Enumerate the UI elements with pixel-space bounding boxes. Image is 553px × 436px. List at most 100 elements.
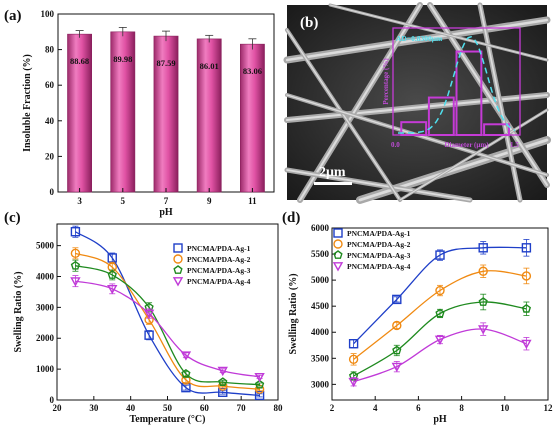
- data-point: [392, 345, 402, 355]
- panel-d-tag: (d): [282, 210, 300, 226]
- inset-x-tick: 1.5: [510, 141, 519, 149]
- panel-b-tag: (b): [300, 15, 318, 31]
- data-point: [392, 320, 402, 331]
- data-point: [173, 254, 183, 264]
- inset-histogram-bar: [483, 123, 510, 137]
- x-tick-label: 2: [330, 403, 335, 413]
- data-point: [180, 351, 192, 361]
- inset-x-title: Diameter (μm): [444, 141, 489, 149]
- data-point: [173, 243, 183, 253]
- y-tick-label: 3500: [311, 353, 330, 363]
- x-tick-label: 30: [89, 403, 99, 413]
- y-tick-label: 40: [45, 116, 55, 126]
- y-tick-label: 2000: [36, 333, 55, 343]
- data-point: [392, 294, 402, 305]
- panel-b-sem-image: AD=0.8300μm Diameter (μm) 0.0 1.5 Percentage…: [283, 2, 551, 204]
- x-tick-label: 9: [207, 196, 212, 206]
- data-point: [348, 377, 359, 388]
- y-tick-label: 3000: [311, 379, 330, 389]
- y-tick-label: 3000: [36, 302, 55, 312]
- y-tick-label: 20: [45, 151, 55, 161]
- data-point: [348, 339, 359, 349]
- data-point: [181, 368, 191, 378]
- bar-value-label: 87.59: [156, 58, 175, 68]
- x-axis-title: pH: [159, 207, 173, 218]
- data-point: [143, 309, 155, 319]
- panel-a-tag: (a): [4, 8, 22, 24]
- scale-bar-label: 2μm: [319, 165, 346, 180]
- scale-bar: [314, 182, 352, 185]
- y-tick-label: 4000: [311, 327, 330, 337]
- fiber-highlight: [479, 4, 521, 201]
- bar-value-label: 83.06: [243, 66, 262, 76]
- x-tick-label: 11: [248, 196, 257, 206]
- y-tick-label: 0: [50, 395, 55, 405]
- y-tick-label: 5500: [311, 249, 330, 259]
- legend-entry: PNCMA/PDA-Ag-4: [187, 277, 251, 286]
- x-tick-label: 8: [459, 403, 464, 413]
- data-point: [521, 303, 532, 313]
- legend-entry: PNCMA/PDA-Ag-4: [347, 262, 411, 271]
- fiber-highlight: [285, 18, 549, 62]
- x-tick-label: 3: [77, 196, 82, 206]
- inset-y-title: Percentage (%): [382, 58, 390, 105]
- legend-entry: PNCMA/PDA-Ag-2: [187, 255, 251, 264]
- legend-entry: PNCMA/PDA-Ag-1: [187, 244, 251, 253]
- data-point: [107, 270, 117, 279]
- data-point: [333, 250, 343, 259]
- x-tick-label: 7: [164, 196, 169, 206]
- fiber-highlight: [399, 109, 548, 201]
- y-tick-label: 1000: [36, 364, 55, 374]
- data-point: [218, 377, 228, 386]
- data-point: [333, 239, 343, 249]
- data-point: [478, 297, 488, 306]
- panel-a-insoluble-fraction: (a) 0 20 40 60 80 100 88.68 3 89.98 5 87.59 7 86.01 9…: [4, 8, 275, 218]
- legend-entry: PNCMA/PDA-Ag-3: [187, 266, 251, 275]
- data-point: [217, 366, 228, 377]
- data-point: [521, 271, 532, 281]
- inset-histogram-bar: [455, 50, 483, 136]
- x-tick-label: 40: [126, 403, 136, 413]
- y-tick-label: 4000: [36, 271, 55, 281]
- bar-value-label: 88.68: [70, 56, 89, 66]
- data-point: [70, 227, 81, 237]
- inset-fit-curve: [398, 35, 516, 134]
- data-point: [478, 243, 488, 253]
- legend-entry: PNCMA/PDA-Ag-1: [347, 229, 411, 238]
- x-tick-label: 70: [237, 403, 247, 413]
- x-tick-label: 5: [121, 196, 126, 206]
- series-line: [75, 252, 260, 390]
- x-axis-title: Temperature (°C): [130, 414, 206, 425]
- series-line: [75, 265, 260, 386]
- bar: [110, 31, 136, 193]
- legend-entry: PNCMA/PDA-Ag-3: [347, 251, 411, 260]
- inset-x-tick: 0.0: [391, 141, 400, 149]
- panel-c-swelling-vs-temperature: (c) 20 30 40 50 60 70 80 0 1000 2000 3000 4000 5000 T…: [4, 210, 283, 425]
- data-point: [478, 266, 488, 276]
- y-axis-title: Insoluble Fraction (%): [22, 54, 33, 152]
- panel-c-tag: (c): [4, 210, 21, 226]
- y-tick-label: 100: [41, 9, 55, 19]
- x-tick-label: 10: [500, 403, 510, 413]
- y-axis-title: Swelling Ratio (%): [288, 273, 299, 354]
- fiber-highlight: [286, 169, 471, 201]
- data-point: [70, 260, 81, 270]
- y-tick-label: 4500: [311, 301, 330, 311]
- data-point: [521, 339, 532, 350]
- x-tick-label: 12: [544, 403, 553, 413]
- x-tick-label: 6: [416, 403, 421, 413]
- data-point: [172, 277, 184, 287]
- data-point: [254, 390, 265, 401]
- y-tick-label: 0: [50, 187, 55, 197]
- bar-value-label: 86.01: [200, 61, 219, 71]
- fiber-highlight: [286, 29, 401, 201]
- data-point: [478, 325, 489, 335]
- inset-histogram-bar: [427, 96, 455, 137]
- data-point: [333, 228, 343, 238]
- y-tick-label: 5000: [36, 241, 55, 251]
- data-point: [173, 265, 183, 274]
- y-axis-title: Swelling Ratio (%): [13, 271, 24, 352]
- fiber-highlight: [285, 93, 549, 122]
- data-point: [521, 243, 532, 253]
